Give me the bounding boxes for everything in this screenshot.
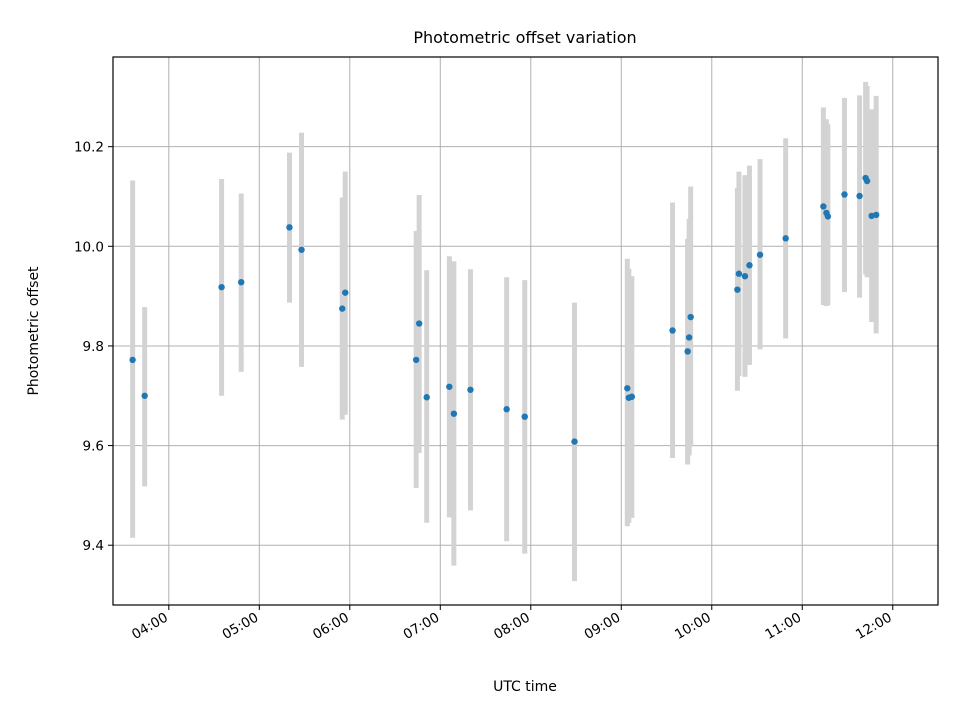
error-bars <box>130 81 879 582</box>
y-tick-label: 9.6 <box>83 439 104 455</box>
data-point <box>684 348 691 355</box>
data-point <box>218 283 225 291</box>
data-point <box>624 385 631 392</box>
data-point <box>820 203 827 210</box>
data-point <box>503 406 510 413</box>
x-axis-label: UTC time <box>493 679 557 695</box>
data-points <box>129 174 880 445</box>
data-point <box>687 313 694 321</box>
data-point <box>735 270 743 277</box>
y-tick-label: 10.0 <box>74 239 104 255</box>
data-point <box>129 356 136 364</box>
y-axis-ticks: 9.4 9.6 9.8 10.0 10.2 <box>74 140 113 554</box>
data-point <box>782 235 789 242</box>
data-point <box>746 262 753 269</box>
data-point <box>841 191 848 198</box>
data-point <box>756 251 764 258</box>
plot-frame <box>112 56 939 606</box>
data-point <box>423 394 430 401</box>
data-point <box>571 438 578 445</box>
data-point <box>741 273 749 280</box>
y-tick-label: 9.4 <box>83 538 104 554</box>
x-tick-label: 10:00 <box>672 610 714 643</box>
data-point <box>286 224 293 231</box>
x-tick-label: 11:00 <box>763 610 805 643</box>
data-point <box>856 192 863 200</box>
data-point <box>298 246 305 253</box>
data-point <box>734 286 741 293</box>
data-point <box>339 305 346 312</box>
y-tick-label: 10.2 <box>74 140 104 156</box>
x-tick-label: 05:00 <box>220 610 262 643</box>
x-axis-ticks: 04:00 05:00 06:00 07:00 08:00 09:00 10:00 11:00… <box>129 605 895 643</box>
data-point <box>863 177 871 185</box>
data-point <box>450 410 458 417</box>
data-point <box>415 320 423 327</box>
data-point <box>141 392 148 399</box>
x-tick-label: 12:00 <box>853 610 895 643</box>
chart-title: Photometric offset variation <box>413 28 636 47</box>
y-tick-label: 9.8 <box>83 339 104 355</box>
x-tick-label: 06:00 <box>310 610 352 643</box>
x-tick-label: 07:00 <box>401 610 443 643</box>
x-tick-label: 08:00 <box>491 610 533 643</box>
y-axis-label: Photometric offset <box>26 266 42 396</box>
grid-lines <box>113 57 938 605</box>
data-point <box>628 393 636 400</box>
data-point <box>342 289 349 296</box>
data-point <box>872 211 880 219</box>
data-point <box>824 213 832 220</box>
data-point <box>467 386 474 393</box>
data-point <box>237 278 245 286</box>
data-point <box>521 413 528 420</box>
data-point <box>685 334 693 341</box>
x-tick-label: 09:00 <box>582 610 624 643</box>
data-point <box>412 356 420 364</box>
data-point <box>446 383 453 390</box>
data-point <box>669 327 676 334</box>
x-tick-label: 04:00 <box>129 610 171 643</box>
